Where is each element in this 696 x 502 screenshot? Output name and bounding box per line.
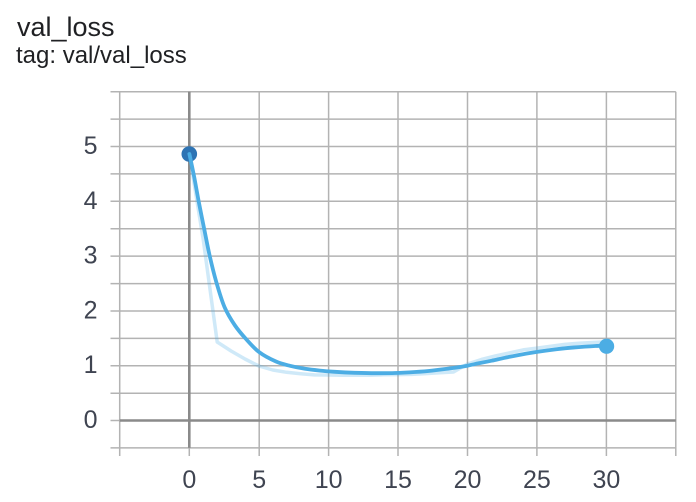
svg-text:30: 30 bbox=[592, 466, 620, 494]
svg-text:20: 20 bbox=[454, 466, 482, 494]
svg-text:25: 25 bbox=[523, 466, 551, 494]
svg-text:5: 5 bbox=[84, 132, 98, 160]
svg-text:2: 2 bbox=[84, 296, 98, 324]
svg-text:1: 1 bbox=[84, 351, 98, 379]
svg-text:3: 3 bbox=[84, 242, 98, 270]
svg-text:10: 10 bbox=[315, 466, 343, 494]
svg-text:4: 4 bbox=[84, 187, 98, 215]
svg-text:0: 0 bbox=[84, 406, 98, 434]
svg-text:5: 5 bbox=[252, 466, 266, 494]
svg-text:0: 0 bbox=[182, 466, 196, 494]
svg-text:15: 15 bbox=[384, 466, 412, 494]
